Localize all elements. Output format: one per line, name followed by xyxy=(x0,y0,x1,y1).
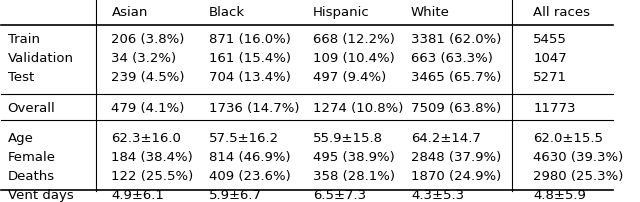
Text: Female: Female xyxy=(8,150,56,163)
Text: 55.9±15.8: 55.9±15.8 xyxy=(313,132,383,144)
Text: 3465 (65.7%): 3465 (65.7%) xyxy=(411,71,501,84)
Text: 64.2±14.7: 64.2±14.7 xyxy=(411,132,481,144)
Text: 11773: 11773 xyxy=(533,101,576,114)
Text: 161 (15.4%): 161 (15.4%) xyxy=(209,52,291,65)
Text: Vent days: Vent days xyxy=(8,188,73,201)
Text: 206 (3.8%): 206 (3.8%) xyxy=(111,33,185,46)
Text: Validation: Validation xyxy=(8,52,74,65)
Text: 1736 (14.7%): 1736 (14.7%) xyxy=(209,101,300,114)
Text: Train: Train xyxy=(8,33,40,46)
Text: 5.9±6.7: 5.9±6.7 xyxy=(209,188,262,201)
Text: 4630 (39.3%): 4630 (39.3%) xyxy=(533,150,623,163)
Text: 479 (4.1%): 479 (4.1%) xyxy=(111,101,185,114)
Text: 5455: 5455 xyxy=(533,33,567,46)
Text: 184 (38.4%): 184 (38.4%) xyxy=(111,150,193,163)
Text: 62.3±16.0: 62.3±16.0 xyxy=(111,132,181,144)
Text: 704 (13.4%): 704 (13.4%) xyxy=(209,71,291,84)
Text: White: White xyxy=(411,6,450,19)
Text: 871 (16.0%): 871 (16.0%) xyxy=(209,33,291,46)
Text: 62.0±15.5: 62.0±15.5 xyxy=(533,132,604,144)
Text: 2848 (37.9%): 2848 (37.9%) xyxy=(411,150,501,163)
Text: 109 (10.4%): 109 (10.4%) xyxy=(313,52,395,65)
Text: 122 (25.5%): 122 (25.5%) xyxy=(111,169,194,182)
Text: 4.8±5.9: 4.8±5.9 xyxy=(533,188,586,201)
Text: 34 (3.2%): 34 (3.2%) xyxy=(111,52,177,65)
Text: 7509 (63.8%): 7509 (63.8%) xyxy=(411,101,501,114)
Text: 663 (63.3%): 663 (63.3%) xyxy=(411,52,493,65)
Text: Black: Black xyxy=(209,6,245,19)
Text: 1274 (10.8%): 1274 (10.8%) xyxy=(313,101,404,114)
Text: 1047: 1047 xyxy=(533,52,567,65)
Text: 5271: 5271 xyxy=(533,71,567,84)
Text: 497 (9.4%): 497 (9.4%) xyxy=(313,71,387,84)
Text: Test: Test xyxy=(8,71,34,84)
Text: Deaths: Deaths xyxy=(8,169,54,182)
Text: Asian: Asian xyxy=(111,6,148,19)
Text: 1870 (24.9%): 1870 (24.9%) xyxy=(411,169,501,182)
Text: Age: Age xyxy=(8,132,33,144)
Text: 4.9±6.1: 4.9±6.1 xyxy=(111,188,164,201)
Text: All races: All races xyxy=(533,6,590,19)
Text: 57.5±16.2: 57.5±16.2 xyxy=(209,132,280,144)
Text: 814 (46.9%): 814 (46.9%) xyxy=(209,150,291,163)
Text: 668 (12.2%): 668 (12.2%) xyxy=(313,33,395,46)
Text: Hispanic: Hispanic xyxy=(313,6,370,19)
Text: 6.5±7.3: 6.5±7.3 xyxy=(313,188,366,201)
Text: 409 (23.6%): 409 (23.6%) xyxy=(209,169,291,182)
Text: Overall: Overall xyxy=(8,101,55,114)
Text: 3381 (62.0%): 3381 (62.0%) xyxy=(411,33,501,46)
Text: 358 (28.1%): 358 (28.1%) xyxy=(313,169,395,182)
Text: 2980 (25.3%): 2980 (25.3%) xyxy=(533,169,623,182)
Text: 495 (38.9%): 495 (38.9%) xyxy=(313,150,395,163)
Text: 4.3±5.3: 4.3±5.3 xyxy=(411,188,464,201)
Text: 239 (4.5%): 239 (4.5%) xyxy=(111,71,185,84)
